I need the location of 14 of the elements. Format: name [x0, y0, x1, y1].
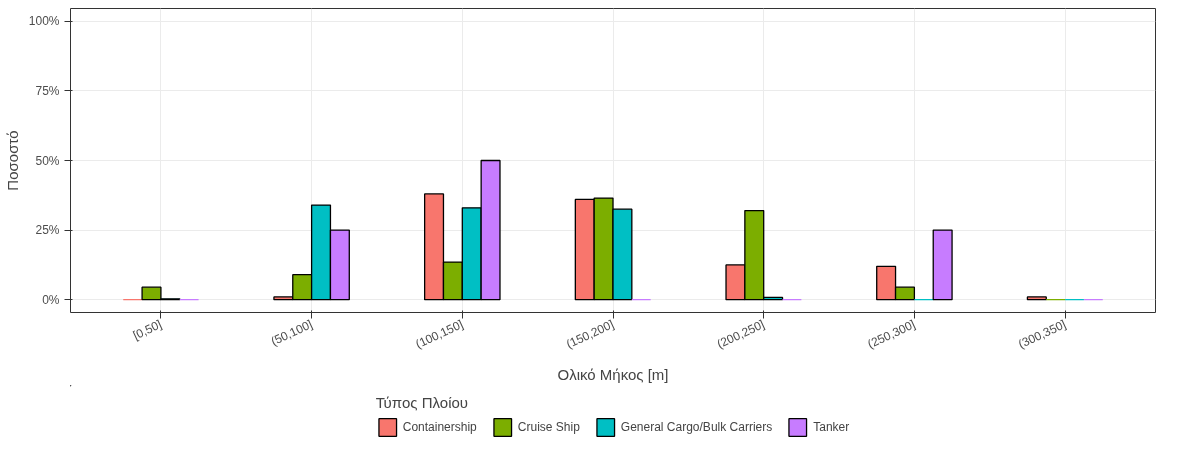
legend-label: Tanker [813, 420, 850, 434]
y-tick-label: 100% [28, 14, 60, 29]
legend-label: Cruise Ship [517, 420, 580, 434]
y-tick-label: 25% [35, 223, 60, 238]
legend-title: Τύπος Πλοίου [375, 394, 469, 411]
y-tick-label: 50% [35, 153, 60, 168]
legend-label: Containership [402, 420, 477, 434]
x-axis-title: Ολικό Μήκος [m] [557, 365, 669, 383]
legend-label: General Cargo/Bulk Carriers [620, 420, 773, 434]
y-tick-label: 0% [42, 292, 60, 307]
y-axis-title: Ποσοστό [3, 130, 21, 191]
bar [932, 229, 953, 301]
y-tick-label: 75% [35, 83, 60, 98]
bar [1026, 296, 1047, 301]
